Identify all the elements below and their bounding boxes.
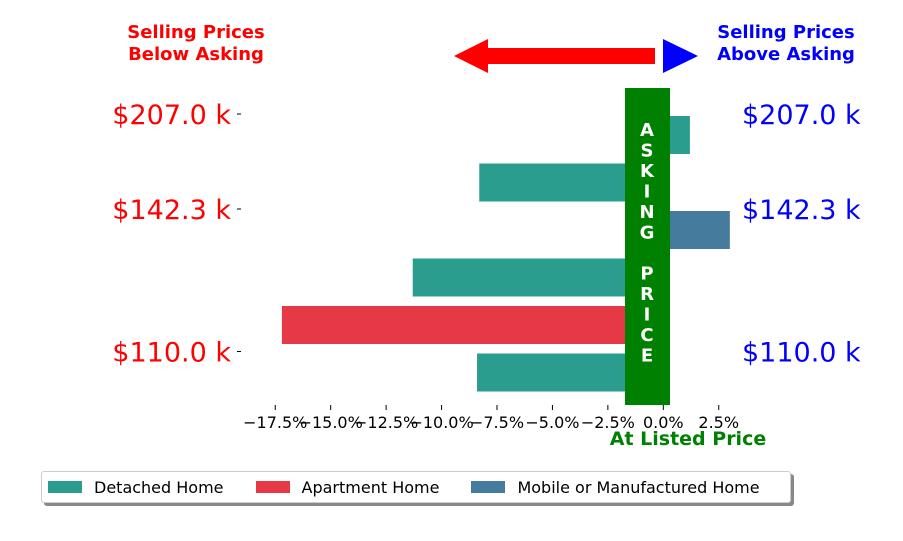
x-tick-label: −12.5% [354, 413, 418, 432]
price-labels: $207.0 k $207.0 k $142.3 k $142.3 k $110.0 k… [112, 100, 861, 369]
chart-header: Selling Prices Below Asking Selling Pric… [127, 22, 855, 73]
bar-3 [663, 211, 730, 249]
x-tick-label: −10.0% [409, 413, 473, 432]
below-arrow-icon [454, 39, 655, 73]
x-axis: −17.5%−15.0%−12.5%−10.0%−7.5% −5.0% −2.5% 0… [243, 405, 739, 432]
left-price-label: $207.0 k [112, 100, 231, 131]
legend-item-2: Apartment Home [255, 477, 440, 497]
above-arrow-icon [663, 39, 698, 73]
right-price-label: $142.3 k [742, 195, 861, 226]
legend-label: Apartment Home [301, 477, 440, 497]
x-tick-label: −5.0% [525, 413, 579, 432]
bar-4 [412, 258, 664, 297]
asking-band-letter: I [644, 182, 651, 203]
legend-label: Detached Home [94, 477, 224, 497]
right-price-label: $207.0 k [742, 100, 861, 131]
bar-5 [281, 306, 664, 344]
legend-swatch [48, 481, 82, 493]
header-left-line-1: Selling Prices [127, 22, 264, 43]
asking-band-letter: I [644, 305, 651, 326]
x-tick-label: −2.5% [581, 413, 635, 432]
legend-label: Mobile or Manufactured Home [517, 477, 760, 497]
asking-band-letter: R [640, 284, 654, 305]
asking-band-letter: N [639, 202, 654, 223]
legend-item-3: Mobile or Manufactured Home [471, 477, 760, 497]
asking-band-letter: P [640, 264, 653, 285]
asking-band-letter: E [641, 346, 653, 367]
x-tick-label: −15.0% [299, 413, 363, 432]
x-axis-caption: At Listed Price [610, 428, 766, 450]
asking-band-letter: S [641, 141, 654, 162]
x-tick-label: 0.0% [643, 413, 684, 432]
legend-swatch [471, 481, 506, 493]
asking-band-letter: K [640, 161, 655, 182]
legend: Detached Home Apartment Home Mobile or Man… [41, 471, 791, 503]
x-tick-label: −7.5% [470, 413, 524, 432]
asking-band-letter: A [640, 120, 654, 141]
header-right-line-1: Selling Prices [717, 22, 854, 43]
asking-band-letter: G [640, 223, 655, 244]
left-price-label: $110.0 k [112, 338, 231, 369]
asking-band-letter: C [640, 325, 653, 346]
right-price-label: $110.0 k [742, 338, 861, 369]
header-right-line-2: Above Asking [717, 44, 855, 65]
header-left-line-2: Below Asking [128, 44, 264, 65]
asking-band-rect [625, 88, 670, 405]
left-price-label: $142.3 k [112, 195, 231, 226]
legend-swatch [255, 481, 290, 493]
x-tick-label: −17.5% [243, 413, 307, 432]
x-tick-label: 2.5% [698, 413, 739, 432]
legend-item-1: Detached Home [48, 478, 224, 497]
